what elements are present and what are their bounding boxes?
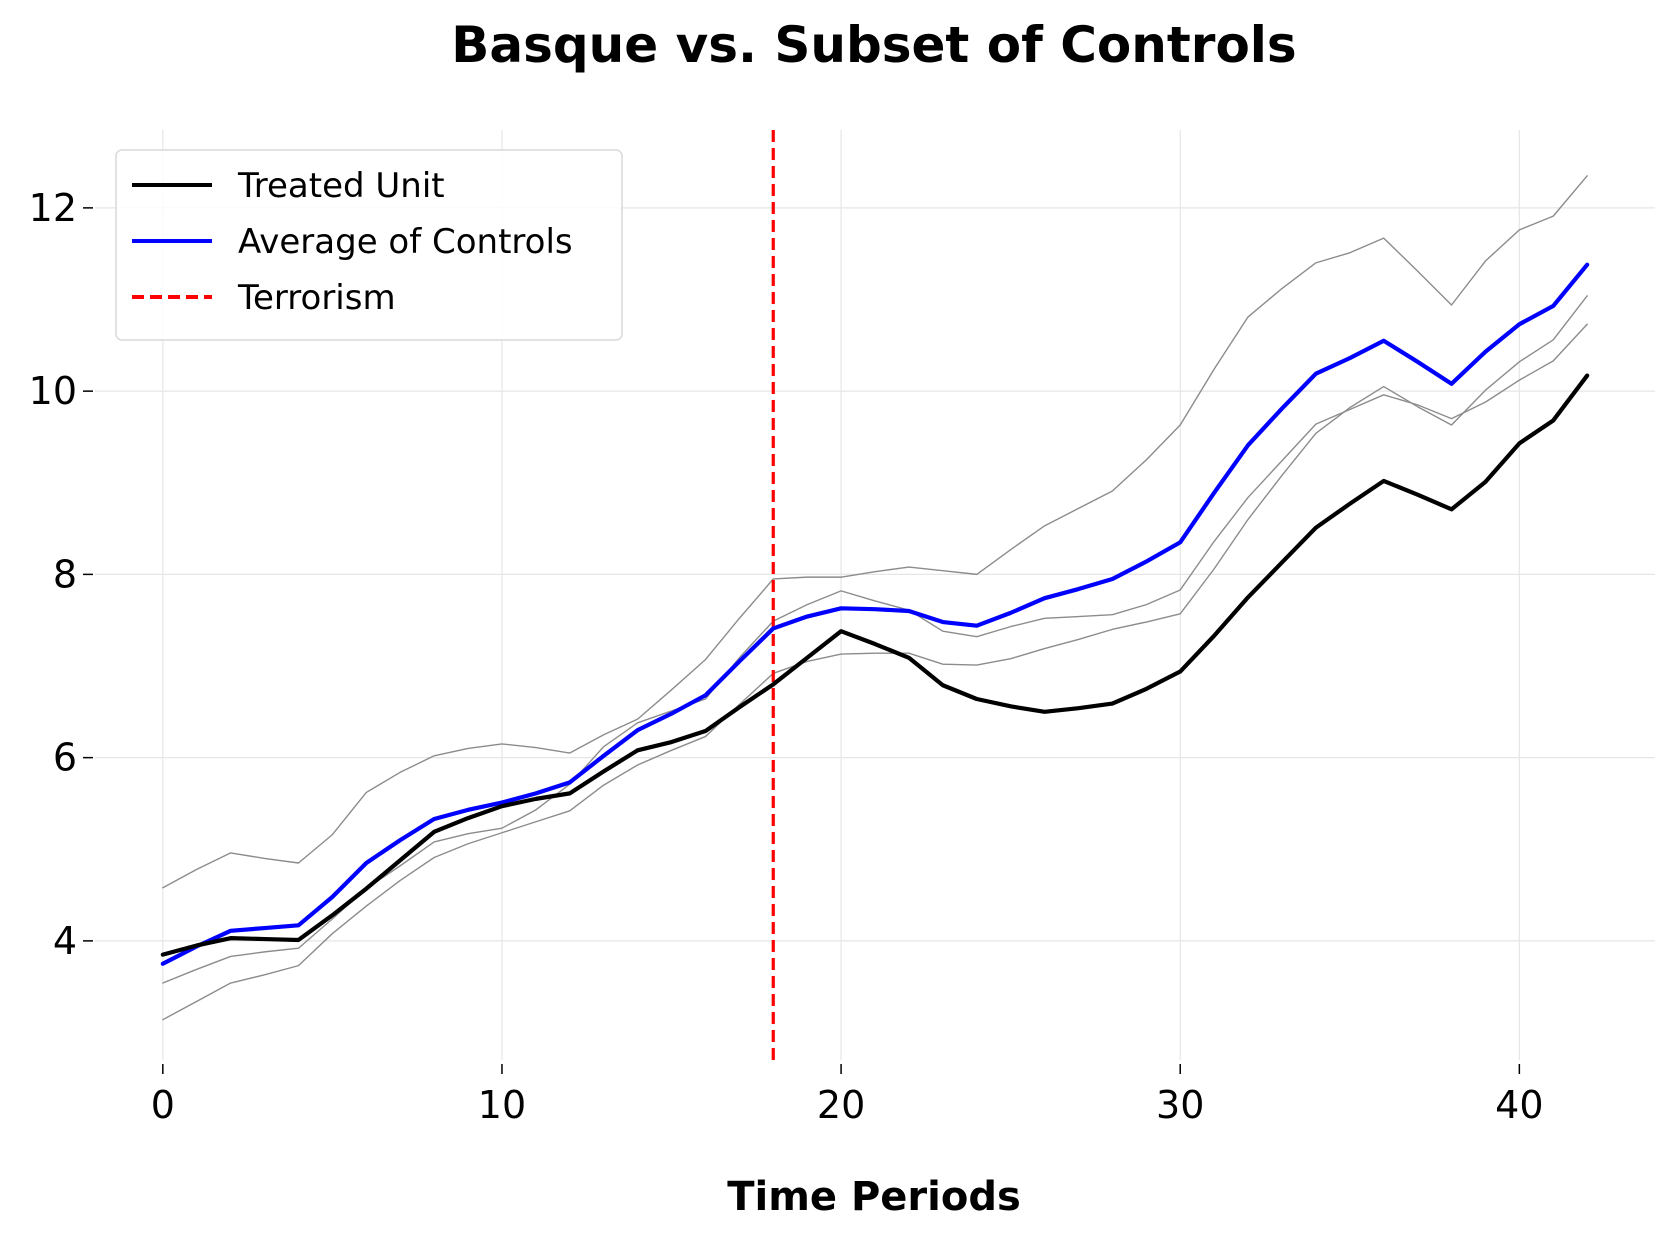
control-lines: [162, 175, 1588, 1021]
x-tick-label: 0: [151, 1083, 175, 1127]
x-tick-label: 30: [1156, 1083, 1204, 1127]
axis-layer: 0 10 20 30 40 4 6 8 10 12: [29, 186, 1544, 1127]
y-tick-label: 6: [53, 736, 77, 780]
legend: Treated Unit Average of Controls Terrorism: [115, 149, 623, 341]
legend-box: [115, 149, 623, 341]
chart-title: Basque vs. Subset of Controls: [451, 16, 1296, 74]
main-lines: [160, 262, 1590, 966]
y-tick-label: 4: [53, 919, 77, 963]
x-tick-label: 10: [478, 1083, 526, 1127]
legend-label: Terrorism: [237, 278, 396, 318]
x-tick-label: 40: [1495, 1083, 1543, 1127]
x-tick-label: 20: [817, 1083, 865, 1127]
x-axis-label: Time Periods: [727, 1174, 1021, 1220]
y-tick-label: 8: [53, 552, 77, 596]
legend-label: Treated Unit: [237, 166, 445, 206]
y-tick-label: 10: [29, 369, 77, 413]
y-tick-label: 12: [29, 186, 77, 230]
control-unit-line: [162, 295, 1588, 1021]
control-unit-line: [162, 175, 1588, 889]
legend-label: Average of Controls: [238, 222, 573, 262]
treated-unit-line: [160, 373, 1590, 957]
average-of-controls-line: [160, 262, 1590, 966]
control-unit-line: [162, 323, 1588, 984]
